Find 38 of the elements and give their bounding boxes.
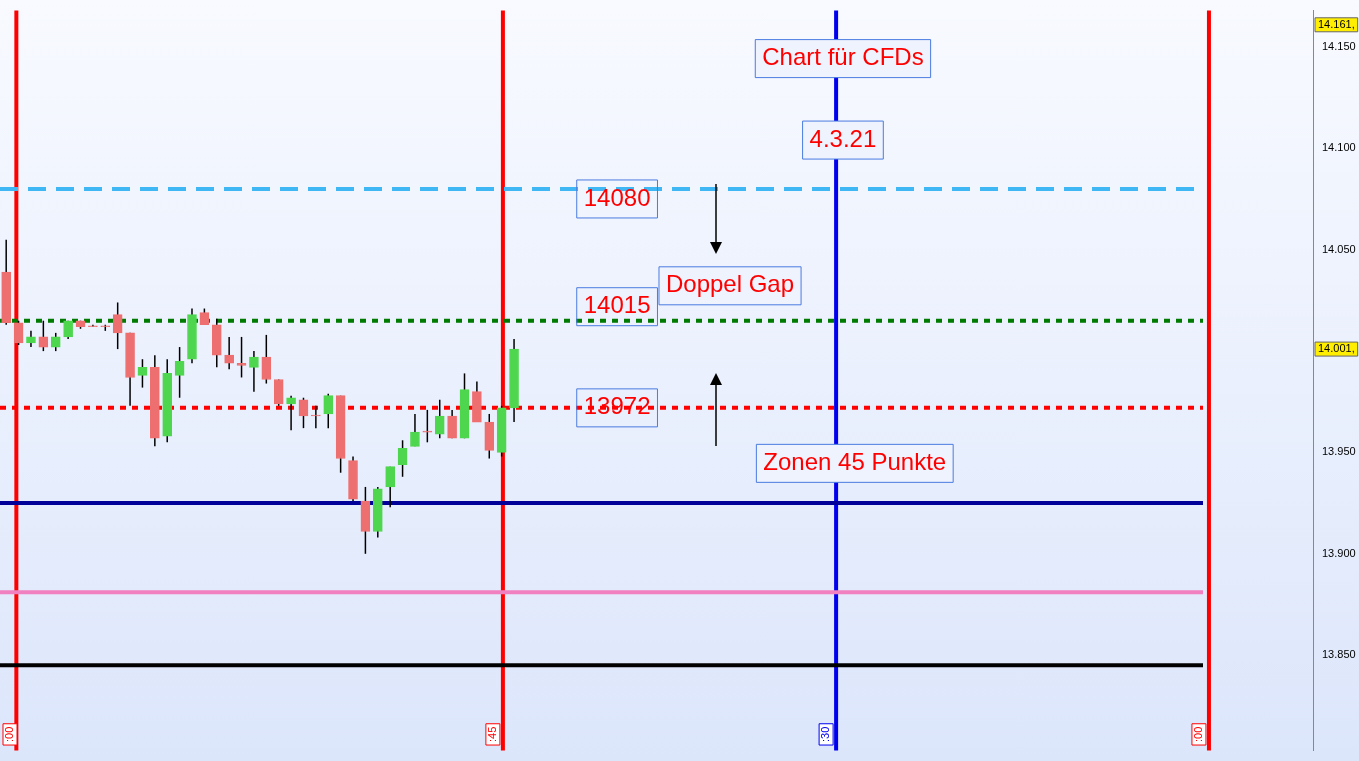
annotation: :30: [819, 726, 832, 743]
candlestick: [236, 336, 247, 379]
candlestick: [385, 465, 396, 508]
ref-line-label: 14080: [583, 183, 651, 211]
candlestick: [311, 405, 321, 429]
candlestick: [286, 394, 296, 431]
candlestick: [323, 392, 334, 429]
y-tick-label: 14.100: [1322, 141, 1356, 154]
annotation: 14.001,: [1318, 342, 1355, 355]
candlestick: [422, 409, 433, 444]
candlestick: [298, 396, 309, 429]
candlestick: [112, 301, 123, 350]
annotation: Doppel Gap: [665, 270, 795, 298]
annotation: 14.161,: [1318, 17, 1355, 30]
y-tick-label: 13.850: [1322, 648, 1356, 661]
annotation: :45: [485, 726, 498, 743]
y-tick-label: 14.050: [1322, 242, 1356, 255]
annotation: :00: [1191, 726, 1204, 743]
y-tick-label: 13.950: [1322, 445, 1356, 458]
annotation: Zonen 45 Punkte: [763, 447, 947, 475]
candlestick: [13, 319, 24, 346]
candlestick: [224, 336, 234, 371]
candlestick: [447, 409, 457, 440]
annotation: :00: [3, 726, 16, 743]
text: Chart für CFDs: [762, 43, 924, 71]
candlestick: [273, 378, 284, 407]
candlestick: [397, 439, 408, 478]
ref-line-label: 14015: [583, 291, 651, 319]
annotation: 4.3.21: [809, 124, 877, 152]
candlestick: [137, 358, 148, 389]
candlestick: [174, 346, 185, 399]
candlestick: [249, 350, 259, 393]
y-tick-label: 14.150: [1322, 40, 1356, 53]
candlestick: [261, 334, 272, 385]
candlestick: [50, 332, 61, 352]
candlestick: [410, 413, 420, 448]
y-tick-label: 13.900: [1322, 546, 1356, 559]
candlestick: [434, 399, 445, 440]
